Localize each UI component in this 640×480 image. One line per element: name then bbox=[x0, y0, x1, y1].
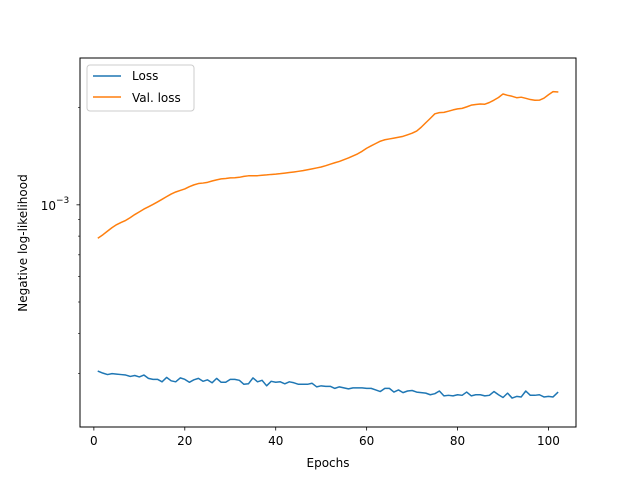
series-layer bbox=[97, 90, 559, 399]
x-tick-label: 40 bbox=[268, 434, 283, 448]
plot-frame bbox=[79, 57, 577, 428]
legend-label-loss: Loss bbox=[132, 69, 158, 83]
x-axis-label: Epochs bbox=[307, 456, 350, 470]
x-ticks: 0 20 40 60 80 100 bbox=[90, 427, 560, 448]
x-tick-label: 20 bbox=[177, 434, 192, 448]
series-line-loss bbox=[97, 370, 559, 399]
y-axis-label: Negative log-likelihood bbox=[16, 174, 30, 311]
y-tick-label: 10 bbox=[41, 199, 56, 213]
legend-label-val-loss: Val. loss bbox=[132, 91, 181, 105]
x-tick-label: 0 bbox=[90, 434, 98, 448]
legend: Loss Val. loss bbox=[86, 64, 195, 112]
x-tick-label: 80 bbox=[450, 434, 465, 448]
x-tick-label: 100 bbox=[537, 434, 560, 448]
series-line-val-loss bbox=[97, 90, 559, 239]
y-ticks: 10 −3 bbox=[41, 107, 80, 374]
y-tick-label-exponent: −3 bbox=[56, 196, 69, 206]
x-tick-label: 60 bbox=[359, 434, 374, 448]
